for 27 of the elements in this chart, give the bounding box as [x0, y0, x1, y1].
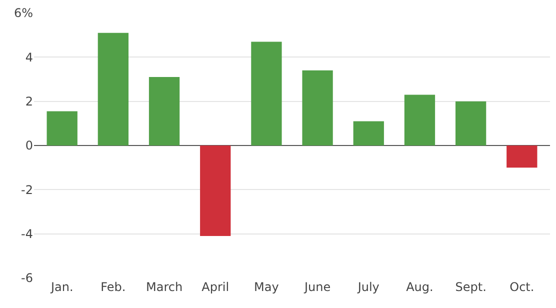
bar — [353, 121, 384, 146]
x-tick-label: Aug. — [406, 280, 434, 294]
y-tick-label: -4 — [21, 227, 33, 242]
bar — [302, 70, 333, 146]
x-tick-label: June — [303, 280, 331, 294]
bar — [98, 32, 129, 146]
x-tick-label: Feb. — [100, 280, 126, 294]
bar — [251, 42, 282, 146]
x-tick-label: Sept. — [455, 280, 486, 294]
x-tick-label: March — [146, 280, 183, 294]
y-tick-label: -6 — [21, 271, 33, 286]
bar — [506, 146, 538, 168]
bar — [200, 146, 231, 236]
x-tick-label: April — [202, 280, 230, 294]
x-tick-label: Jan. — [50, 280, 74, 294]
x-tick-label: Oct. — [510, 280, 534, 294]
y-tick-label: 6% — [14, 6, 33, 20]
bar — [455, 101, 486, 146]
y-tick-label: 0 — [25, 138, 33, 153]
x-tick-label: May — [254, 280, 279, 294]
x-tick-label: July — [356, 280, 380, 294]
y-tick-label: -2 — [21, 182, 33, 197]
bar — [46, 111, 78, 146]
y-tick-label: 4 — [25, 50, 33, 64]
bar — [404, 94, 436, 146]
y-tick-label: 2 — [25, 94, 33, 109]
bar — [148, 77, 180, 146]
